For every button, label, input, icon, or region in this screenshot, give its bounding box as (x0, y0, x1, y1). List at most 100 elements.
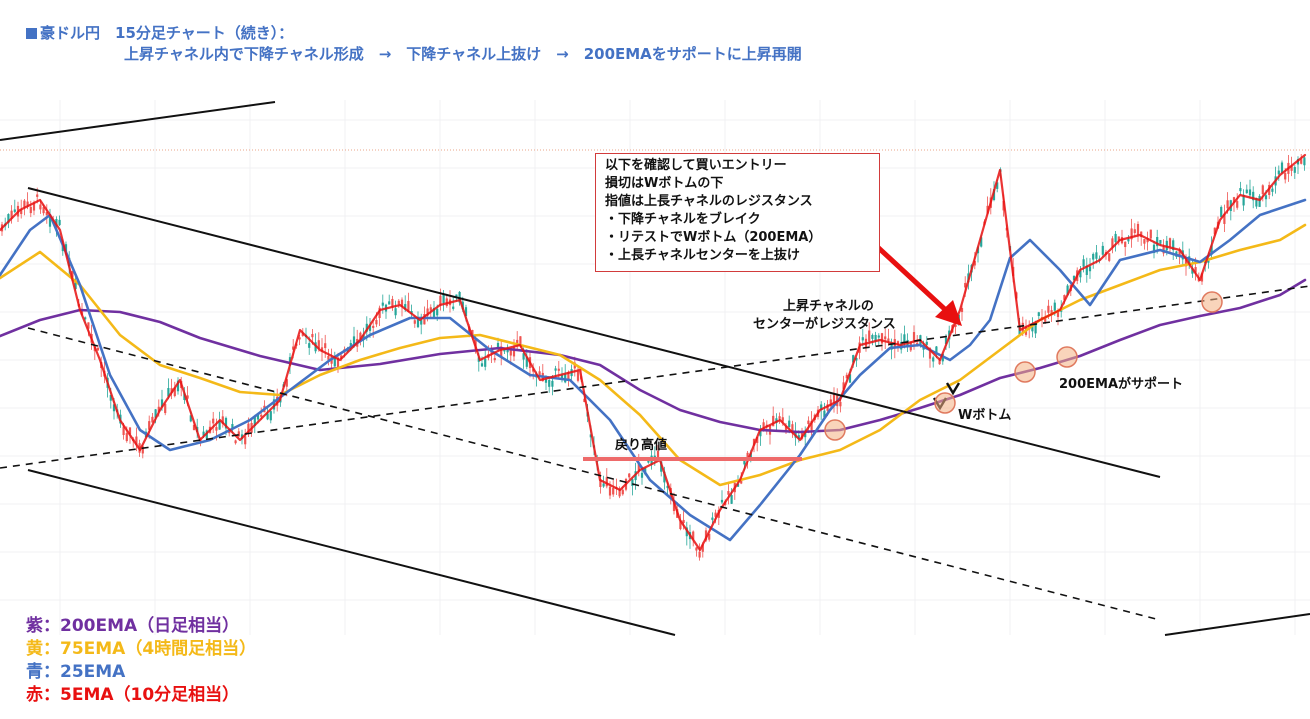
candle-body (637, 463, 640, 472)
candle-body (1066, 285, 1069, 296)
candle-body (736, 483, 740, 487)
candle-body (164, 403, 167, 414)
candle-body (1261, 185, 1264, 195)
candle-body (880, 333, 884, 344)
candle-body (848, 374, 852, 383)
candle-body (1245, 189, 1248, 194)
resistance-annotation-line1: 上昇チャネルの (783, 299, 874, 314)
candle-body (237, 431, 240, 437)
candle-body (397, 300, 400, 304)
candle-body (896, 341, 900, 345)
candle-body (42, 207, 45, 214)
candle-body (285, 379, 288, 387)
candle-body (1252, 191, 1255, 201)
support-label: 200EMAがサポート (1059, 377, 1184, 392)
support-touch-marker (824, 419, 846, 441)
candle-body (912, 332, 916, 342)
candle-body (621, 489, 624, 495)
arrow-head (935, 300, 962, 326)
support-touch-marker (934, 392, 956, 414)
candle-body (244, 436, 247, 445)
pullback-high-label: 戻り高値 (615, 438, 668, 453)
candle-body (455, 294, 458, 297)
candle-body (442, 293, 445, 303)
candle-body (938, 359, 941, 365)
candle-body (538, 371, 541, 376)
candle-body (1194, 267, 1197, 273)
candle-body (10, 210, 13, 219)
candle-body (340, 355, 343, 359)
candle-body (1063, 295, 1066, 300)
candle-body (388, 301, 391, 305)
candle-body (400, 299, 404, 307)
note-line: 指値は上長チャネルのレジスタンス (605, 194, 813, 209)
candle-body (7, 214, 10, 224)
candle-body (708, 533, 711, 540)
candle-body (631, 479, 634, 486)
candle-body (1210, 245, 1213, 255)
candle-body (784, 426, 788, 433)
candle-body (148, 421, 151, 430)
candle-body (1255, 198, 1258, 207)
legend-ema25: 青：25EMA (26, 662, 126, 682)
candle-body (551, 380, 554, 387)
candle-body (484, 358, 487, 367)
candle-body (1152, 244, 1156, 254)
candle-body (512, 347, 516, 357)
candle-body (39, 204, 42, 210)
candle-body (362, 334, 365, 339)
channel-line (27, 187, 1161, 478)
candle-body (1085, 265, 1088, 275)
support-touch-marker (1014, 361, 1036, 383)
candle-body (714, 512, 717, 517)
candle-body (122, 426, 125, 436)
candle-body (772, 415, 775, 427)
candle-body (378, 307, 381, 319)
candle-body (1248, 189, 1252, 196)
candle-body (349, 343, 352, 346)
candle-body (160, 399, 164, 408)
candle-body (372, 325, 375, 328)
candle-body (1159, 239, 1162, 244)
candle-body (1236, 201, 1239, 208)
candle-body (218, 420, 221, 430)
support-touch-marker (1201, 291, 1223, 313)
candle-body (544, 378, 548, 383)
resistance-annotation-line2: センターがレジスタンス (753, 317, 896, 332)
candle-body (1092, 253, 1095, 260)
candle-body (420, 320, 423, 325)
legend-ema75: 黄：75EMA（4時間足相当） (26, 639, 257, 659)
candle-body (672, 500, 676, 512)
candle-body (1140, 231, 1143, 238)
candle-body (964, 282, 967, 288)
w-bottom-chevron (945, 382, 961, 396)
arrow-shaft (867, 237, 953, 317)
chart-subtitle: 上昇チャネル内で下降チャネル形成 → 下降チャネル上抜け → 200EMAをサポ… (124, 45, 802, 63)
candle-body (439, 295, 442, 306)
candle-body (560, 374, 564, 380)
candle-body (327, 355, 330, 360)
candle-body (20, 209, 23, 215)
candle-body (884, 336, 887, 340)
candle-body (1108, 253, 1111, 261)
entry-conditions-box: 以下を確認して買いエントリー 損切はWボトムの下 指値は上長チャネルのレジスタン… (595, 153, 880, 272)
candle-body (829, 399, 832, 407)
candle-body (333, 357, 336, 367)
candle-body (64, 244, 68, 254)
candle-body (730, 495, 733, 504)
candle-body (576, 371, 580, 381)
ema25-line (0, 198, 1307, 542)
candle-body (704, 530, 708, 541)
candle-body (695, 547, 698, 551)
candle-body (871, 334, 874, 339)
candle-body (1072, 275, 1076, 281)
candle-body (1111, 238, 1114, 248)
candle-body (1149, 229, 1152, 239)
candle-body (1293, 167, 1296, 173)
w-bottom-label: Wボトム (958, 408, 1012, 423)
candle-body (1239, 188, 1242, 192)
candle-body (525, 356, 528, 367)
candle-body (256, 413, 260, 420)
candle-body (464, 307, 468, 317)
